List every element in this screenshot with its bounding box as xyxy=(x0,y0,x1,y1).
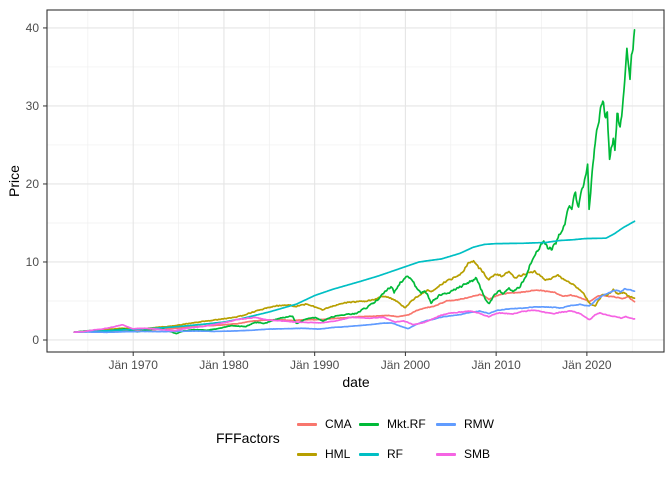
legend-item-label: RF xyxy=(387,447,403,461)
x-tick-label: Jän 1970 xyxy=(109,358,159,372)
legend-key-line xyxy=(297,452,317,456)
x-tick-label: Jän 2020 xyxy=(562,358,612,372)
y-axis-title: Price xyxy=(6,165,22,197)
legend-item-RMW: RMW xyxy=(436,417,494,431)
series-line-RMW xyxy=(73,287,636,334)
legend-item-label: Mkt.RF xyxy=(387,417,426,431)
legend-item-label: RMW xyxy=(464,417,494,431)
panel-border xyxy=(46,9,665,353)
y-tick-label: 10 xyxy=(26,255,40,269)
legend-key-line xyxy=(359,452,379,456)
legend-key-line xyxy=(436,452,456,456)
legend-key-line xyxy=(436,422,456,426)
grid-major xyxy=(47,10,664,352)
x-tick-label: Jän 1990 xyxy=(290,358,340,372)
legend-item-label: HML xyxy=(325,447,351,461)
legend-item-SMB: SMB xyxy=(436,447,490,461)
legend-item-Mkt.RF: Mkt.RF xyxy=(359,417,426,431)
legend-item-CMA: CMA xyxy=(297,417,352,431)
series-line-RF xyxy=(73,220,636,334)
legend-item-label: CMA xyxy=(325,417,352,431)
x-tick-label: Jän 2010 xyxy=(471,358,521,372)
y-tick-label: 30 xyxy=(26,99,40,113)
x-axis-title: date xyxy=(342,374,370,390)
legend-key-line xyxy=(297,422,317,426)
grid-minor xyxy=(47,10,664,352)
legend-title: FFFactors xyxy=(216,430,280,446)
x-tick-label: Jän 1980 xyxy=(199,358,249,372)
series-lines xyxy=(73,29,636,335)
series-line-SMB xyxy=(73,309,636,334)
axis-ticks xyxy=(43,27,588,356)
axis-tick-labels: Jän 1970 Jän 1980 Jän 1990 Jän 2000 Jän 2010… xyxy=(26,21,612,372)
legend-item-label: SMB xyxy=(464,447,491,461)
x-tick-label: Jän 2000 xyxy=(381,358,431,372)
legend-item-HML: HML xyxy=(297,447,350,461)
legend-item-RF: RF xyxy=(359,447,403,461)
y-tick-label: 20 xyxy=(26,177,40,191)
legend-key-line xyxy=(359,422,379,426)
y-tick-label: 40 xyxy=(26,21,40,35)
y-tick-label: 0 xyxy=(32,333,39,347)
